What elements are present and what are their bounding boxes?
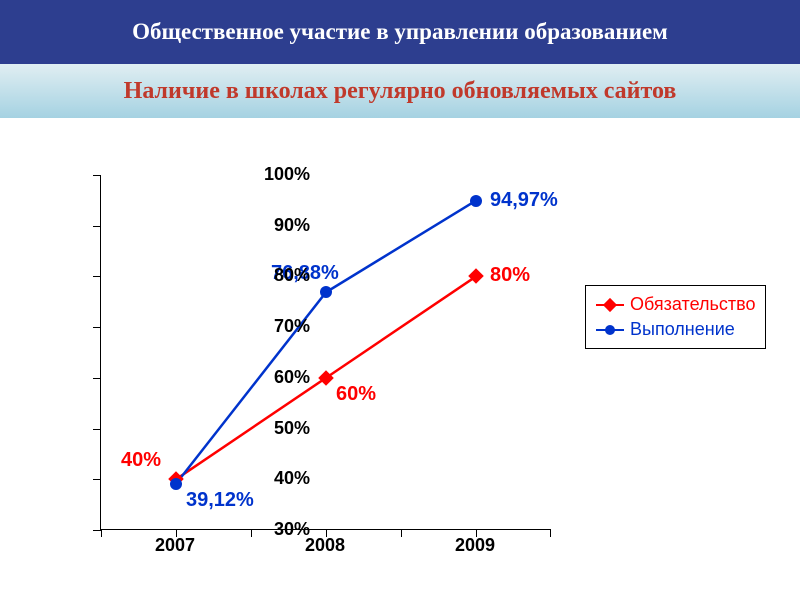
page-subheader: Наличие в школах регулярно обновляемых с… [0, 64, 800, 118]
x-axis-label: 2008 [305, 535, 345, 556]
series-line-Выполнение [176, 201, 476, 484]
data-marker [470, 195, 482, 207]
y-axis-label: 30% [250, 519, 310, 540]
legend-label: Выполнение [630, 319, 735, 340]
data-marker [170, 478, 182, 490]
data-label: 94,97% [490, 189, 558, 212]
y-axis-label: 90% [250, 215, 310, 236]
y-axis-label: 80% [250, 265, 310, 286]
legend-item: Выполнение [596, 317, 755, 342]
y-axis-label: 70% [250, 316, 310, 337]
legend-label: Обязательство [630, 294, 755, 315]
y-axis-label: 100% [250, 164, 310, 185]
plot-area: 40%60%80%39,12%76,88%94,97% [100, 175, 550, 530]
y-axis-label: 40% [250, 468, 310, 489]
subheader-title: Наличие в школах регулярно обновляемых с… [124, 78, 677, 105]
data-label: 60% [336, 383, 376, 406]
legend-item: Обязательство [596, 292, 755, 317]
data-label: 39,12% [186, 489, 254, 512]
header-title: Общественное участие в управлении образо… [132, 19, 668, 45]
data-label: 80% [490, 264, 530, 287]
legend-box: Обязательство Выполнение [585, 285, 766, 349]
page-header: Общественное участие в управлении образо… [0, 0, 800, 64]
data-marker [320, 286, 332, 298]
x-axis-label: 2009 [455, 535, 495, 556]
x-axis-label: 2007 [155, 535, 195, 556]
y-axis-label: 60% [250, 367, 310, 388]
data-label: 40% [121, 449, 161, 472]
y-axis-label: 50% [250, 418, 310, 439]
chart-container: 40%60%80%39,12%76,88%94,97% Обязательств… [30, 160, 770, 570]
